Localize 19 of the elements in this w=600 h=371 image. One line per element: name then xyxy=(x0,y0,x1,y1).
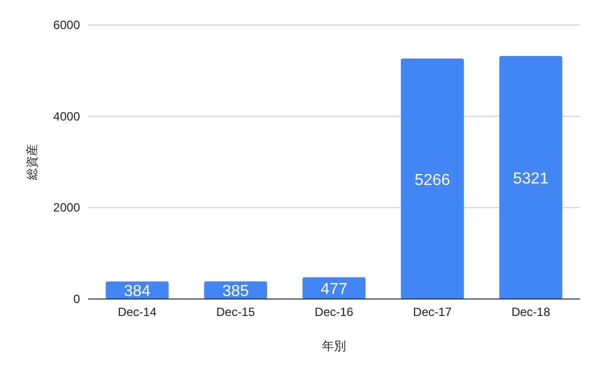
x-tick-label: Dec-14 xyxy=(118,305,157,319)
x-axis-title: 年別 xyxy=(322,339,346,353)
x-tick-label: Dec-16 xyxy=(314,305,354,319)
y-axis-title: 総資産 xyxy=(25,144,39,181)
y-tick-label: 2000 xyxy=(53,200,80,215)
y-tick-label: 6000 xyxy=(53,18,80,32)
data-label: 5321 xyxy=(513,170,549,188)
data-label: 384 xyxy=(124,283,151,300)
data-label: 477 xyxy=(320,281,348,298)
y-tick-label: 0 xyxy=(73,292,80,306)
x-tick-label: Dec-15 xyxy=(216,305,256,319)
data-label: 385 xyxy=(222,283,250,300)
x-tick-label: Dec-18 xyxy=(511,305,550,319)
bar xyxy=(302,277,366,299)
bar xyxy=(400,58,464,299)
x-tick-label: Dec-17 xyxy=(413,305,452,319)
y-tick-label: 4000 xyxy=(53,109,80,124)
bar xyxy=(499,56,562,299)
data-label: 5266 xyxy=(414,172,450,189)
